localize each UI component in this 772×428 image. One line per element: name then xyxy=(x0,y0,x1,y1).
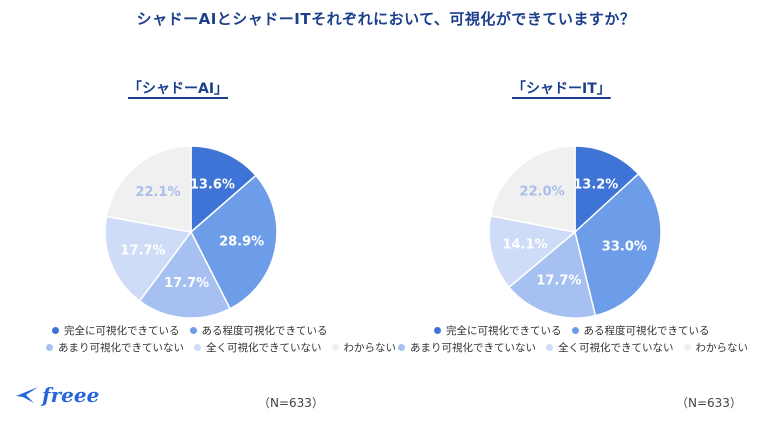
pie-data-label: 17.7% xyxy=(536,274,581,289)
chart-title-shadow-ai: 「シャドーAI」 xyxy=(128,81,229,97)
legend-dot-icon xyxy=(331,344,339,351)
pie-data-label: 14.1% xyxy=(503,237,548,252)
legend-item: 全く可視化できていない xyxy=(546,340,674,355)
legend-item: わからない xyxy=(683,340,748,355)
pie-data-label: 28.9% xyxy=(219,234,264,249)
legend-dot-icon xyxy=(194,344,201,351)
legend-dot-icon xyxy=(546,344,553,351)
legend-item: 完全に可視化できている xyxy=(52,323,180,338)
legend-dot-icon xyxy=(46,344,53,351)
legend-item: あまり可視化できていない xyxy=(46,340,184,355)
pie-slice xyxy=(489,145,576,233)
sample-size-note: （N=633） xyxy=(258,396,324,410)
pie-slice xyxy=(138,230,232,319)
legend-shadow-it: 完全に可視化できている ある程度可視化できている あまり可視化できていない 全く… xyxy=(398,322,758,356)
pie-slice xyxy=(574,172,662,317)
legend-item: 全く可視化できていない xyxy=(194,340,322,355)
legend-dot-icon xyxy=(683,344,691,351)
legend-dot-icon xyxy=(398,344,405,351)
pie-slice xyxy=(190,174,278,310)
legend-dot-icon xyxy=(571,327,579,334)
legend-item: わからない xyxy=(331,340,396,355)
pie-data-label: 17.7% xyxy=(164,276,209,291)
legend-dot-icon xyxy=(189,327,197,334)
pie-slice xyxy=(508,230,597,319)
pie-data-label: 13.6% xyxy=(190,178,235,193)
bird-logo-icon xyxy=(16,387,38,403)
pie-slice xyxy=(190,145,257,234)
legend-item: 完全に可視化できている xyxy=(434,323,562,338)
pie-data-label: 13.2% xyxy=(573,177,618,192)
legend-dot-icon xyxy=(434,327,441,334)
pie-data-label: 33.0% xyxy=(602,240,647,255)
legend-dot-icon xyxy=(52,327,59,334)
legend-shadow-ai: 完全に可視化できている ある程度可視化できている あまり可視化できていない 全く… xyxy=(46,322,406,356)
pie-slice xyxy=(105,145,192,233)
freee-logo: freee xyxy=(14,383,99,407)
sample-size-note: （N=633） xyxy=(676,396,742,410)
legend-item: ある程度可視化できている xyxy=(571,323,710,338)
legend-item: ある程度可視化できている xyxy=(189,323,328,338)
pie-slice xyxy=(574,145,640,234)
legend-item: あまり可視化できていない xyxy=(398,340,536,355)
chart-title-shadow-it: 「シャドーIT」 xyxy=(512,81,611,97)
logo-text: freee xyxy=(42,383,100,407)
pie-data-label: 22.0% xyxy=(520,185,565,200)
pie-slice xyxy=(488,215,577,289)
pie-chart-shadow-it: 13.2% 33.0% 17.7% 14.1% 22.0% xyxy=(488,145,662,319)
page-title: シャドーAIとシャドーITそれぞれにおいて、可視化ができていますか？ xyxy=(136,10,636,28)
pie-data-label: 17.7% xyxy=(120,243,165,258)
pie-chart-shadow-ai: 13.6% 28.9% 17.7% 17.7% 22.1% xyxy=(104,145,278,319)
pie-slice xyxy=(104,215,193,302)
pie-data-label: 22.1% xyxy=(135,185,180,200)
